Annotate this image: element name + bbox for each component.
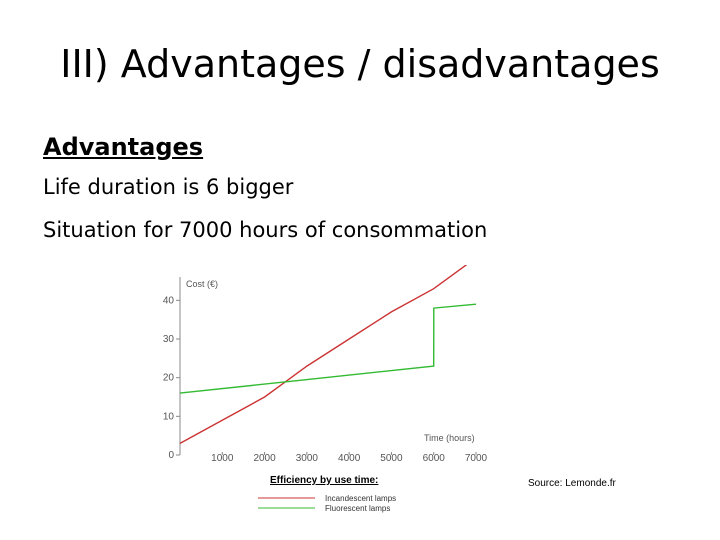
x-tick-label-1: 2000 [253,453,276,464]
series-line-1 [179,303,477,394]
y-tick-label-2: 20 [163,373,175,384]
x-tick-label-0: 1000 [211,453,234,464]
situation-text: Situation for 7000 hours of consommation [43,218,488,242]
y-tick-label-0: 0 [168,450,174,461]
x-tick-label-3: 4000 [338,453,361,464]
y-tick-label-4: 40 [163,295,175,306]
advantages-heading: Advantages [43,133,204,161]
y-axis-label: Cost (€) [186,279,218,289]
x-tick-label-4: 5000 [380,453,403,464]
x-tick-label-2: 3000 [296,453,319,464]
x-tick-label-6: 7000 [465,453,488,464]
legend-label-0: Incandescent lamps [325,494,396,503]
cost-chart: 0 10 20 30 40 1000 2000 3000 4000 5000 6000 7000 Co… [163,265,488,513]
life-duration-text: Life duration is 6 bigger [43,175,294,199]
slide-title: III) Advantages / disadvantages [60,42,660,86]
series-line-0 [179,265,468,445]
x-axis-label: Time (hours) [424,433,475,443]
legend-label-1: Fluorescent lamps [325,504,390,513]
y-tick-label-3: 30 [163,334,175,345]
chart-title: Efficiency by use time: [270,475,378,486]
x-tick-label-5: 6000 [423,453,446,464]
y-tick-label-1: 10 [163,411,175,422]
source-credit: Source: Lemonde.fr [528,478,616,489]
